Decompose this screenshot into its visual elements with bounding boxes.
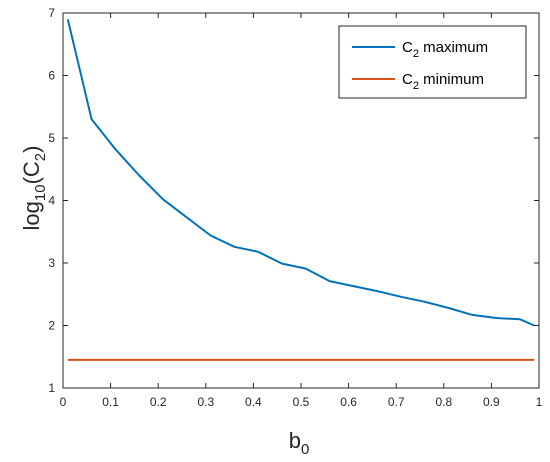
legend-box [338,25,527,99]
y-tick-label: 7 [48,6,55,20]
y-tick-label: 6 [48,69,55,83]
x-tick-label: 1 [536,395,543,409]
legend-label-min: C2 minimum [402,71,484,92]
plot-area [66,19,535,361]
x-axis-label: b0 [289,428,310,458]
y-tick-label: 1 [48,381,55,395]
x-tick-label: 0.6 [340,395,357,409]
y-tick-label: 3 [48,256,55,270]
y-axis-label: log10(C2) [19,146,49,231]
x-tick-label: 0.7 [388,395,405,409]
legend-label-max: C2 maximum [402,39,488,60]
series-line-c2-maximum [66,19,535,327]
x-tick-label: 0.2 [150,395,167,409]
x-tick-label: 0.1 [102,395,119,409]
legend: C2 maximum C2 minimum [338,25,527,99]
x-tick-label: 0.9 [483,395,500,409]
x-tick-label: 0.8 [435,395,452,409]
x-tick-label: 0 [60,395,67,409]
y-tick-label: 4 [48,194,55,208]
y-tick-label: 5 [48,131,55,145]
y-tick-label: 2 [48,319,55,333]
axes: 0 0.1 0.2 0.3 0.4 0.5 0.6 0.7 0.8 0.9 1 1 2 3 4 5 6 7 [48,6,542,409]
x-tick-label: 0.5 [293,395,310,409]
x-tick-label: 0.4 [245,395,262,409]
x-tick-label: 0.3 [197,395,214,409]
